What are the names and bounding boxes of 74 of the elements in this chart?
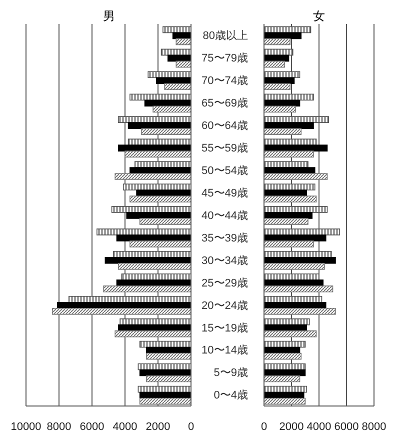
bar (130, 196, 191, 202)
bar (146, 375, 191, 382)
bar (264, 218, 308, 225)
y-tick-label: 50〜54歳 (202, 164, 248, 177)
bar (264, 257, 336, 264)
bar (152, 106, 191, 113)
bar (141, 128, 191, 135)
x-tick-label: 4000 (306, 420, 332, 433)
bar (264, 128, 302, 135)
x-tick-label: 0 (188, 420, 194, 433)
y-tick-label: 80歳以上 (202, 29, 248, 42)
bar (103, 285, 191, 292)
bar (176, 38, 191, 46)
bar (130, 240, 191, 248)
bar (126, 212, 191, 219)
y-tick-label: 40〜44歳 (202, 208, 248, 222)
y-tick-label: 20〜24歳 (202, 298, 248, 312)
bar (176, 60, 191, 68)
y-tick-label: 75〜79歳 (202, 52, 248, 65)
bar (264, 330, 317, 338)
chart-title: 男 (102, 8, 116, 24)
bar (114, 330, 191, 338)
bar (139, 218, 191, 225)
y-tick-label: 0〜4歳 (214, 388, 248, 402)
bar (264, 375, 300, 382)
bar (264, 308, 336, 315)
bar (264, 38, 291, 46)
bar (118, 263, 191, 270)
bar (264, 83, 291, 90)
bar (139, 398, 191, 405)
x-tick-label: 2000 (279, 420, 304, 433)
y-tick-label: 70〜74歳 (202, 74, 248, 88)
bar (116, 234, 191, 242)
bar (164, 83, 191, 90)
bar (114, 173, 191, 180)
bar (264, 144, 328, 152)
y-tick-label: 5〜9歳 (214, 366, 248, 380)
y-tick-label: 10〜14歳 (202, 344, 248, 357)
bar (264, 240, 314, 248)
bar (264, 106, 296, 113)
x-tick-label: 6000 (334, 420, 359, 433)
bar (264, 234, 326, 242)
y-tick-label: 55〜59歳 (202, 141, 248, 154)
bar (146, 352, 191, 360)
y-tick-label: 25〜29歳 (202, 276, 248, 290)
bar (264, 196, 317, 202)
y-tick-label: 35〜39歳 (202, 231, 248, 244)
x-tick-label: 8000 (362, 420, 386, 433)
bar (264, 60, 286, 68)
x-tick-label: 10000 (10, 420, 42, 433)
bar (52, 308, 191, 315)
x-tick-label: 8000 (46, 420, 72, 433)
bar (264, 263, 325, 270)
bar (124, 150, 191, 158)
bar (264, 352, 302, 360)
chart-title: 女 (312, 8, 326, 24)
y-tick-label: 45〜49歳 (202, 186, 248, 200)
y-tick-label: 65〜69歳 (202, 96, 248, 110)
bar (104, 257, 191, 264)
y-tick-label: 15〜19歳 (202, 321, 248, 334)
y-tick-label: 60〜64歳 (202, 119, 248, 132)
bar (264, 398, 306, 405)
bar (264, 285, 334, 292)
x-tick-label: 2000 (146, 420, 170, 433)
bar (156, 77, 191, 84)
x-tick-label: 4000 (112, 420, 138, 433)
x-tick-label: 0 (260, 420, 268, 433)
x-tick-label: 6000 (80, 420, 104, 433)
y-tick-label: 30〜34歳 (202, 254, 248, 267)
bar (144, 100, 191, 107)
bar (264, 150, 314, 158)
bar (128, 122, 191, 129)
bar (264, 173, 328, 180)
bar (264, 122, 314, 129)
